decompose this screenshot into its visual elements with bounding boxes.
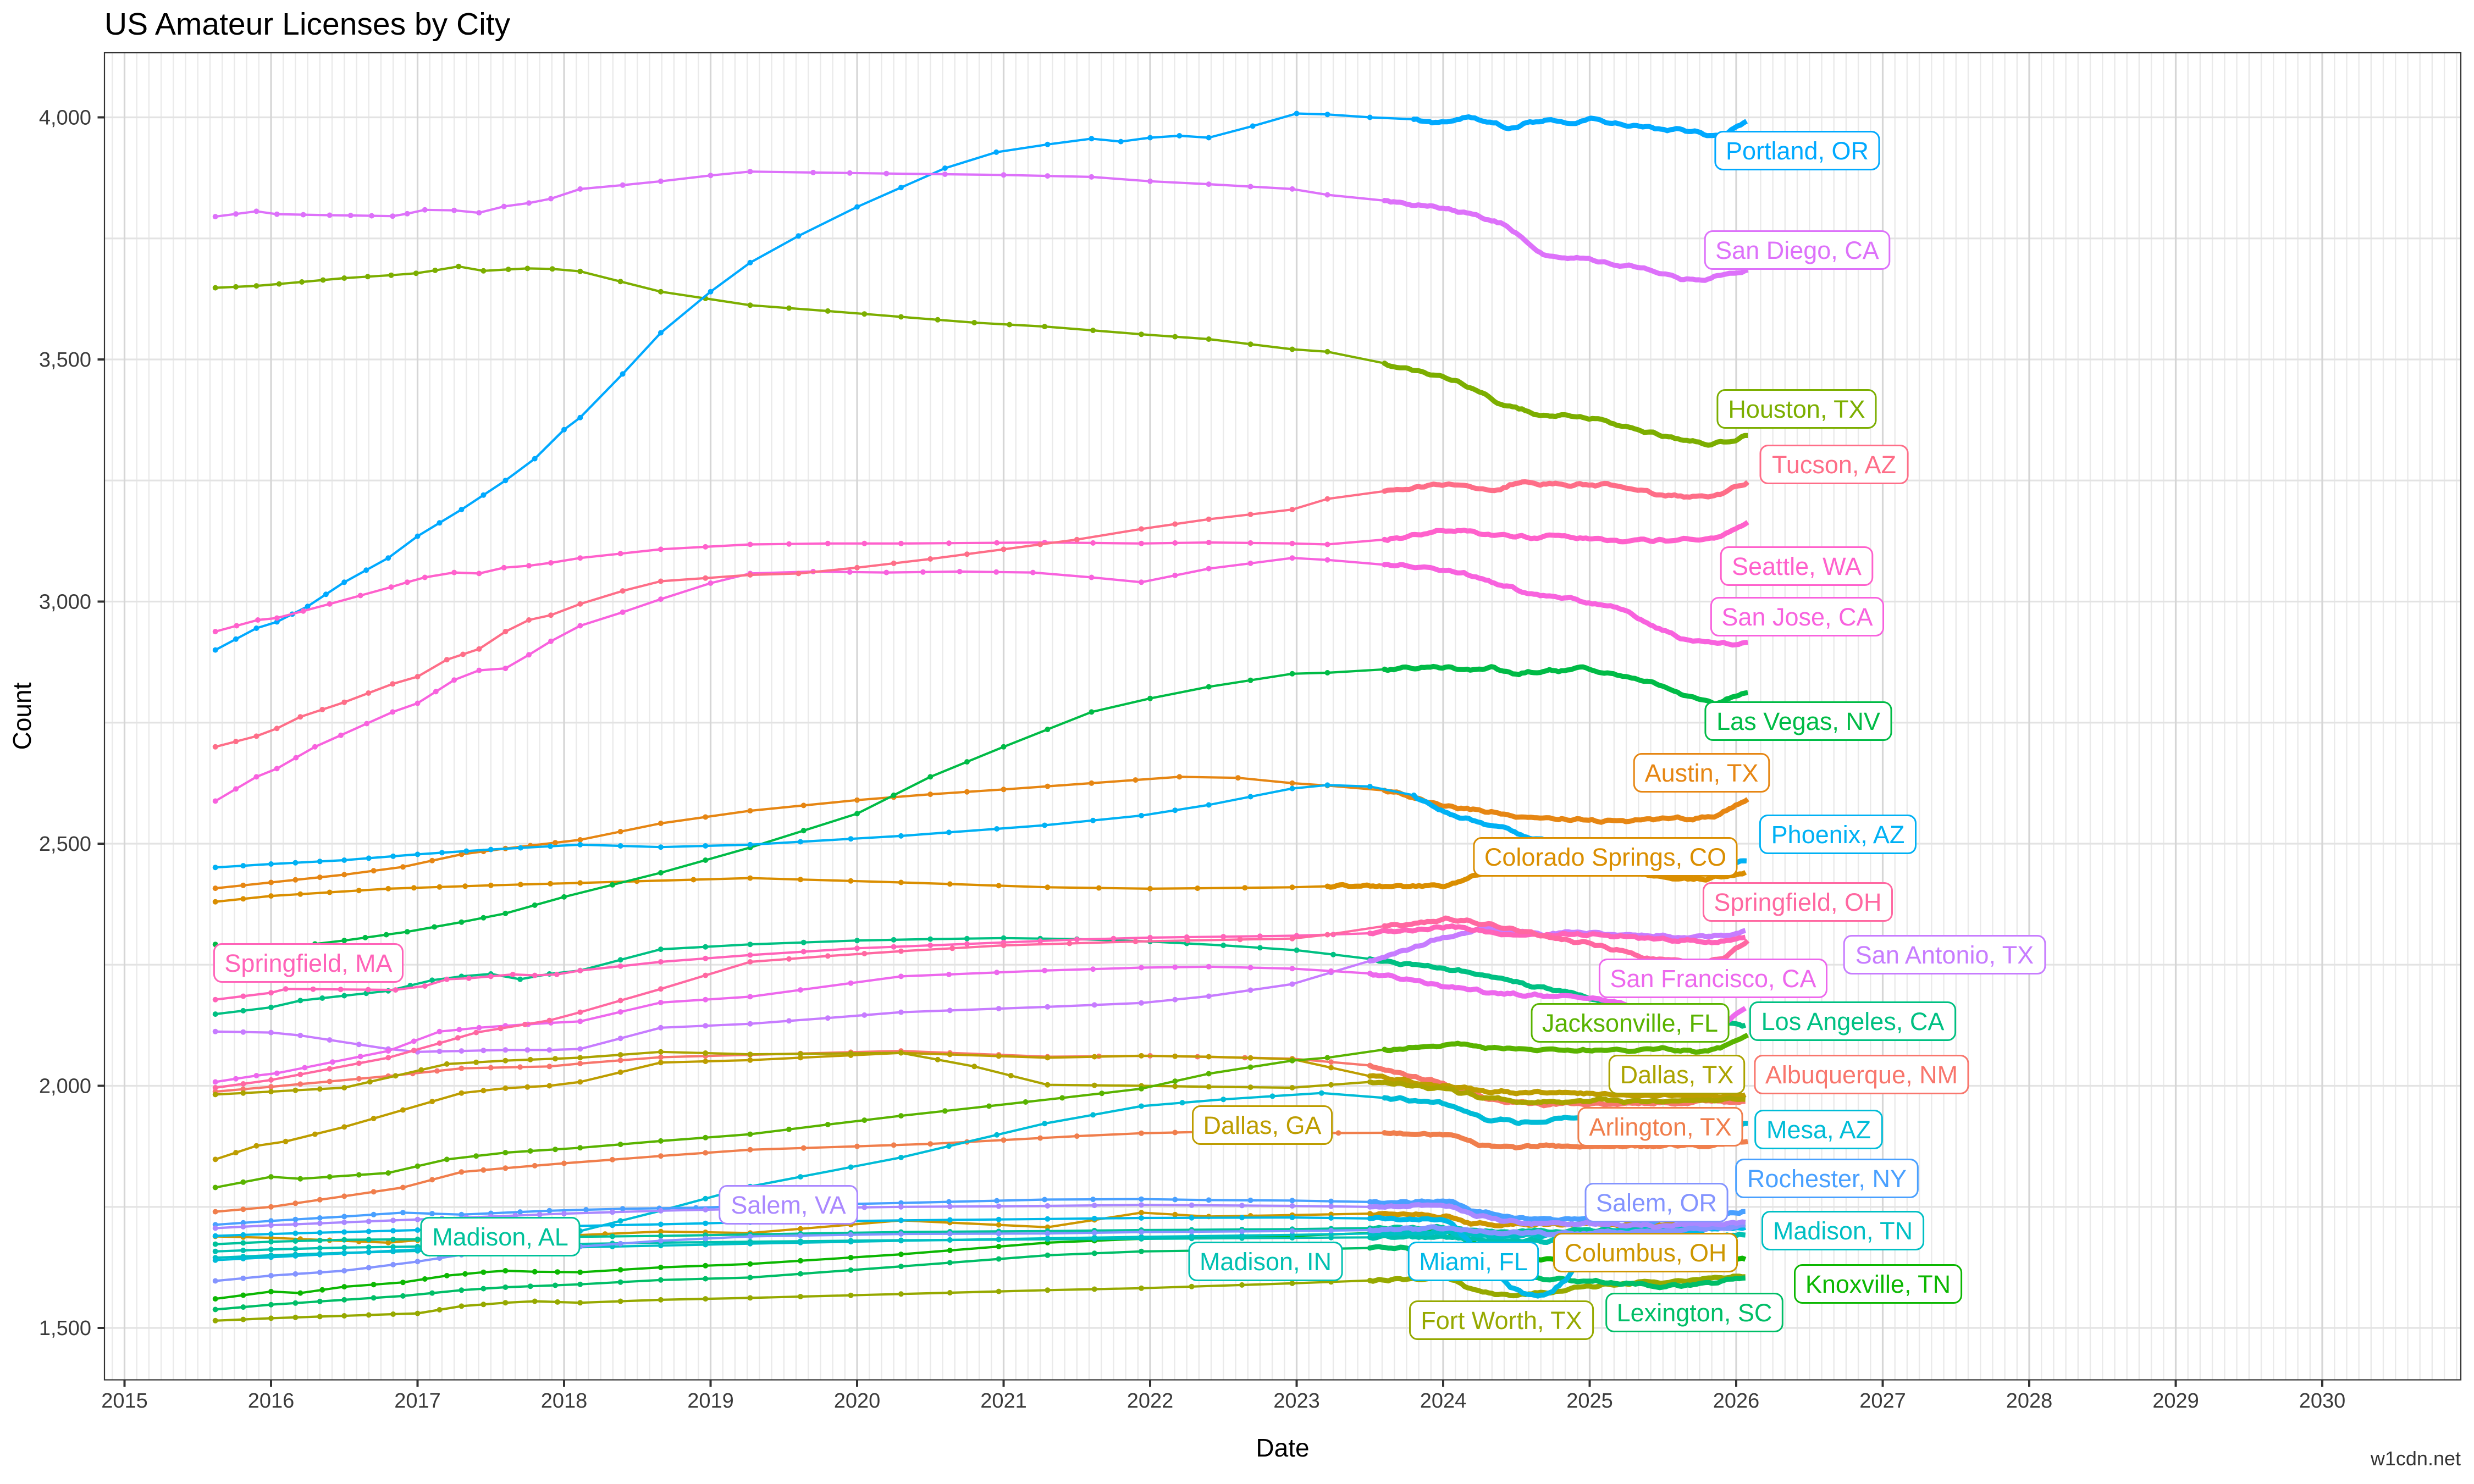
svg-text:Dallas, TX: Dallas, TX — [1620, 1061, 1734, 1089]
svg-text:2,000: 2,000 — [39, 1075, 91, 1098]
svg-text:Fort Worth, TX: Fort Worth, TX — [1421, 1306, 1582, 1335]
svg-text:3,000: 3,000 — [39, 591, 91, 614]
svg-text:2027: 2027 — [1859, 1389, 1906, 1413]
svg-text:w1cdn.net: w1cdn.net — [2370, 1447, 2461, 1470]
svg-text:Lexington, SC: Lexington, SC — [1617, 1299, 1772, 1327]
svg-text:2017: 2017 — [394, 1389, 441, 1413]
svg-text:Mesa, AZ: Mesa, AZ — [1766, 1116, 1871, 1144]
svg-text:Austin, TX: Austin, TX — [1645, 759, 1759, 787]
svg-text:Madison, IN: Madison, IN — [1200, 1248, 1332, 1276]
svg-text:2030: 2030 — [2299, 1389, 2346, 1413]
svg-text:Houston, TX: Houston, TX — [1728, 395, 1865, 423]
svg-text:Madison, AL: Madison, AL — [432, 1223, 568, 1251]
svg-text:2015: 2015 — [101, 1389, 148, 1413]
svg-text:Springfield, OH: Springfield, OH — [1714, 888, 1881, 916]
svg-text:Arlington, TX: Arlington, TX — [1589, 1113, 1731, 1141]
svg-text:Salem, VA: Salem, VA — [731, 1191, 846, 1219]
svg-text:2023: 2023 — [1273, 1389, 1320, 1413]
svg-text:Columbus, OH: Columbus, OH — [1564, 1239, 1726, 1267]
svg-text:Phoenix, AZ: Phoenix, AZ — [1771, 821, 1905, 849]
svg-text:Jacksonville, FL: Jacksonville, FL — [1542, 1009, 1718, 1037]
svg-text:Rochester, NY: Rochester, NY — [1747, 1165, 1907, 1193]
svg-text:Knoxville, TN: Knoxville, TN — [1805, 1270, 1951, 1298]
svg-text:Springfield, MA: Springfield, MA — [224, 949, 392, 977]
svg-text:San Diego, CA: San Diego, CA — [1715, 236, 1879, 264]
svg-text:Count: Count — [8, 682, 36, 750]
svg-text:4,000: 4,000 — [39, 107, 91, 130]
svg-text:2016: 2016 — [248, 1389, 295, 1413]
svg-text:2025: 2025 — [1566, 1389, 1613, 1413]
svg-text:Las Vegas, NV: Las Vegas, NV — [1716, 707, 1880, 735]
svg-text:Date: Date — [1256, 1433, 1309, 1462]
svg-text:3,500: 3,500 — [39, 348, 91, 372]
svg-text:San Antonio, TX: San Antonio, TX — [1856, 941, 2034, 969]
svg-text:1,500: 1,500 — [39, 1317, 91, 1340]
svg-text:San Jose, CA: San Jose, CA — [1721, 603, 1873, 631]
svg-text:Albuquerque, NM: Albuquerque, NM — [1765, 1061, 1958, 1089]
svg-text:Colorado Springs, CO: Colorado Springs, CO — [1484, 843, 1726, 871]
svg-text:US Amateur Licenses by City: US Amateur Licenses by City — [104, 7, 511, 42]
svg-text:2019: 2019 — [687, 1389, 734, 1413]
svg-text:2029: 2029 — [2152, 1389, 2199, 1413]
svg-text:2018: 2018 — [541, 1389, 588, 1413]
svg-text:2020: 2020 — [834, 1389, 881, 1413]
svg-text:San Francisco, CA: San Francisco, CA — [1610, 965, 1816, 993]
svg-text:Miami, FL: Miami, FL — [1419, 1248, 1528, 1276]
svg-text:2024: 2024 — [1420, 1389, 1467, 1413]
svg-text:Madison, TN: Madison, TN — [1773, 1217, 1913, 1245]
svg-text:2022: 2022 — [1127, 1389, 1174, 1413]
svg-text:2021: 2021 — [980, 1389, 1027, 1413]
svg-text:Dallas, GA: Dallas, GA — [1203, 1111, 1321, 1139]
svg-text:2028: 2028 — [2006, 1389, 2053, 1413]
svg-text:2,500: 2,500 — [39, 833, 91, 856]
svg-text:Los Angeles, CA: Los Angeles, CA — [1761, 1007, 1945, 1036]
svg-text:Tucson, AZ: Tucson, AZ — [1772, 451, 1896, 479]
svg-text:2026: 2026 — [1713, 1389, 1760, 1413]
svg-text:Seattle, WA: Seattle, WA — [1732, 552, 1862, 580]
svg-text:Portland, OR: Portland, OR — [1726, 137, 1869, 165]
svg-text:Salem, OR: Salem, OR — [1596, 1189, 1717, 1217]
